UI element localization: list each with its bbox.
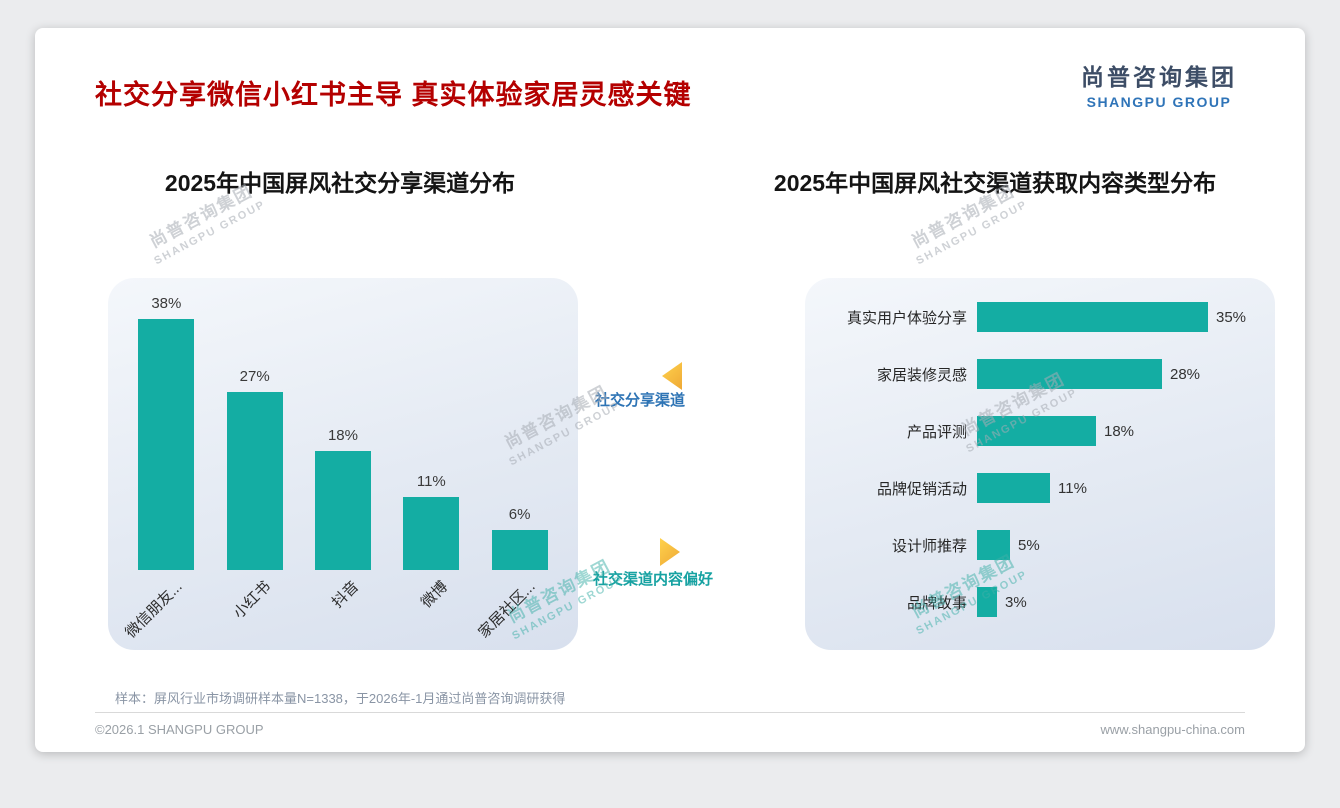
bar bbox=[314, 451, 371, 570]
hbar-row: 设计师推荐 5% bbox=[815, 530, 1275, 560]
annotation-content-preference: 社交渠道内容偏好 bbox=[592, 571, 713, 588]
bar bbox=[977, 587, 997, 617]
bar-category-label: 微信朋友... bbox=[122, 578, 186, 642]
bar bbox=[491, 530, 548, 570]
annotation-share-channel: 社交分享渠道 bbox=[594, 392, 685, 409]
hbar-row: 真实用户体验分享 35% bbox=[815, 302, 1275, 332]
left-chart-title: 2025年中国屏风社交分享渠道分布 bbox=[164, 170, 516, 196]
bar-value-label: 18% bbox=[327, 427, 358, 444]
hbar-row: 家居装修灵感 28% bbox=[815, 359, 1275, 389]
bar-column: 18% bbox=[299, 427, 387, 570]
bar-column: 27% bbox=[211, 368, 299, 570]
page-title: 社交分享微信小红书主导 真实体验家居灵感关键 bbox=[95, 80, 692, 110]
hbar-category-label: 品牌故事 bbox=[906, 594, 967, 612]
bar bbox=[977, 302, 1208, 332]
bar-column: 11% bbox=[387, 473, 475, 570]
slide-footer: ©2026.1 SHANGPU GROUP www.shangpu-china.… bbox=[95, 712, 1245, 737]
bar-column: 6% bbox=[476, 506, 564, 570]
hbar-category-label: 品牌促销活动 bbox=[876, 480, 967, 498]
vertical-bar-labels: 微信朋友... 小红书 抖音 微博 家居社区... bbox=[122, 570, 564, 648]
bar bbox=[977, 359, 1162, 389]
hbar-category-label: 真实用户体验分享 bbox=[846, 309, 967, 327]
bar-category-label: 抖音 bbox=[329, 578, 363, 612]
bar bbox=[977, 530, 1010, 560]
report-slide: 社交分享微信小红书主导 真实体验家居灵感关键 尚普咨询集团 SHANGPU GR… bbox=[35, 28, 1305, 752]
bar bbox=[977, 473, 1050, 503]
watermark-en: SHANGPU GROUP bbox=[914, 198, 1030, 268]
right-chart-title: 2025年中国屏风社交渠道获取内容类型分布 bbox=[773, 170, 1217, 196]
logo-english-name: SHANGPU GROUP bbox=[1086, 94, 1232, 110]
hbar-row: 品牌促销活动 11% bbox=[815, 473, 1275, 503]
bar bbox=[977, 416, 1096, 446]
website-text: www.shangpu-china.com bbox=[1100, 722, 1245, 737]
bar bbox=[138, 319, 195, 570]
horizontal-bar-chart: 真实用户体验分享 35% 家居装修灵感 28% 产品评测 18% 品牌促销活动 11% 设计师推… bbox=[805, 278, 1275, 650]
hbar-category-label: 产品评测 bbox=[906, 423, 967, 441]
left-chart-card: 38% 27% 18% 11% 6% 微信朋友... 小红书 抖音 微博 家居社区... bbox=[108, 278, 578, 650]
hbar-value-label: 5% bbox=[1018, 536, 1040, 554]
hbar-value-label: 11% bbox=[1058, 479, 1087, 497]
hbar-row: 产品评测 18% bbox=[815, 416, 1275, 446]
bar bbox=[226, 392, 283, 570]
copyright-text: ©2026.1 SHANGPU GROUP bbox=[95, 722, 264, 737]
hbar-category-label: 设计师推荐 bbox=[891, 537, 967, 555]
right-arrow-marker-icon bbox=[660, 538, 680, 566]
bar-category-label: 小红书 bbox=[230, 578, 275, 622]
company-logo: 尚普咨询集团 SHANGPU GROUP bbox=[1081, 58, 1237, 110]
vertical-bar-chart: 38% 27% 18% 11% 6% bbox=[122, 278, 564, 570]
sample-footnote: 样本：屏风行业市场调研样本量N=1338，于2026年-1月通过尚普咨询调研获得 bbox=[115, 691, 566, 706]
bar-value-label: 27% bbox=[239, 368, 270, 385]
left-arrow-marker-icon bbox=[662, 362, 682, 390]
logo-chinese-name: 尚普咨询集团 bbox=[1081, 64, 1237, 90]
bar-value-label: 6% bbox=[508, 506, 531, 523]
bar bbox=[403, 497, 460, 570]
right-chart-card: 真实用户体验分享 35% 家居装修灵感 28% 产品评测 18% 品牌促销活动 11% 设计师推… bbox=[805, 278, 1275, 650]
hbar-value-label: 18% bbox=[1104, 422, 1135, 440]
bar-category-label: 家居社区... bbox=[475, 578, 540, 642]
bar-column: 38% bbox=[122, 295, 210, 570]
hbar-value-label: 3% bbox=[1005, 593, 1027, 611]
bar-category-label: 微博 bbox=[417, 578, 451, 612]
watermark-en: SHANGPU GROUP bbox=[152, 198, 268, 268]
bar-value-label: 11% bbox=[416, 473, 446, 490]
hbar-value-label: 28% bbox=[1170, 365, 1201, 383]
hbar-value-label: 35% bbox=[1216, 308, 1247, 326]
bar-value-label: 38% bbox=[151, 295, 182, 312]
hbar-category-label: 家居装修灵感 bbox=[876, 366, 967, 384]
hbar-row: 品牌故事 3% bbox=[815, 587, 1275, 617]
